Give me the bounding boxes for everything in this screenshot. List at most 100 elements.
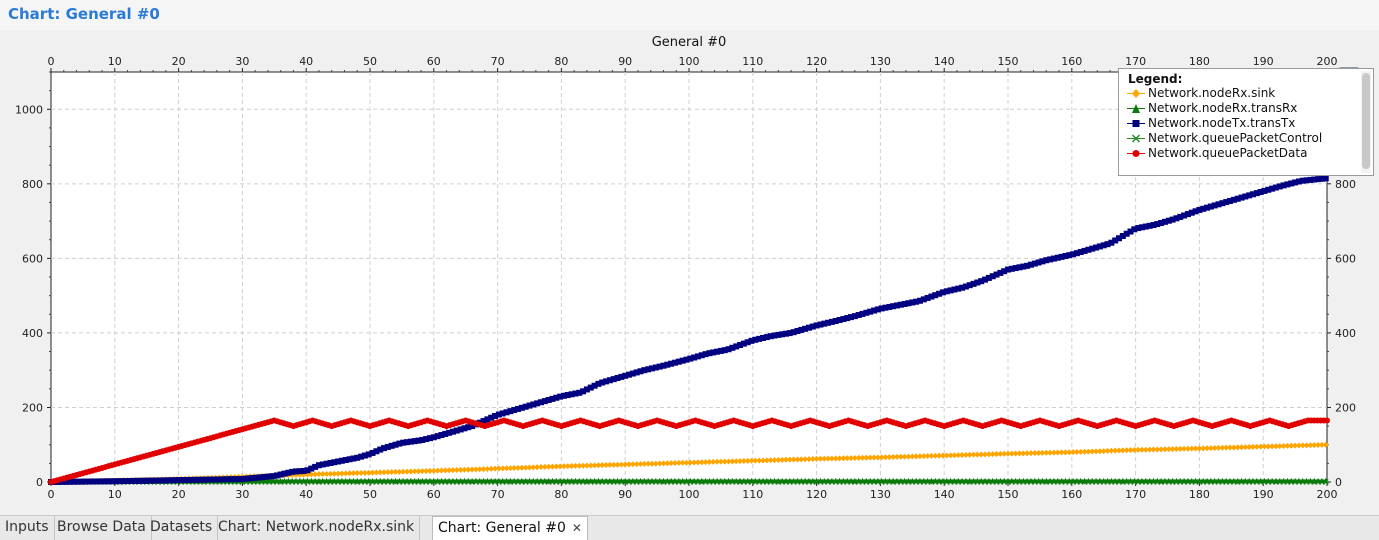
x-tick-label-bottom: 200 <box>1317 488 1338 501</box>
series-marker <box>1100 242 1107 249</box>
series-marker <box>1318 441 1325 448</box>
tab-browse-data[interactable]: Browse Data <box>52 516 152 540</box>
x-tick-label-bottom: 80 <box>554 488 568 501</box>
series-marker <box>580 462 587 469</box>
series-marker <box>1073 250 1080 257</box>
series-marker <box>1295 178 1302 185</box>
tab-datasets[interactable]: Datasets <box>145 516 219 540</box>
series-marker <box>534 464 541 471</box>
series-marker <box>1211 445 1218 452</box>
series-marker <box>1215 201 1222 208</box>
series-marker <box>1073 477 1080 484</box>
series-marker <box>909 477 916 484</box>
series-marker <box>227 476 234 483</box>
series-marker <box>970 451 977 458</box>
series-marker <box>863 454 870 461</box>
series-marker <box>304 477 311 484</box>
square-marker-icon <box>1127 120 1145 127</box>
series-marker <box>1219 200 1226 207</box>
x-tick-label-top: 160 <box>1061 55 1082 68</box>
series-marker <box>871 307 878 314</box>
series-marker <box>916 477 923 484</box>
series-marker <box>706 477 713 484</box>
series-marker <box>90 478 97 485</box>
series-marker <box>851 454 858 461</box>
series-marker <box>312 463 319 470</box>
series-marker <box>985 451 992 458</box>
series-marker <box>515 464 522 471</box>
series-marker <box>932 292 939 299</box>
legend-scrollbar[interactable] <box>1361 71 1371 173</box>
series-marker <box>1246 192 1253 199</box>
tab-chart-nodeRx-sink[interactable]: Chart: Network.nodeRx.sink <box>213 516 421 540</box>
series-marker <box>1280 182 1287 189</box>
series-marker <box>67 478 74 485</box>
series-marker <box>813 322 820 329</box>
series-marker <box>277 477 284 484</box>
series-marker <box>109 478 116 485</box>
series-marker <box>997 450 1004 457</box>
series-marker <box>660 477 667 484</box>
series-marker <box>951 286 958 293</box>
series-marker <box>652 460 659 467</box>
series-marker <box>982 477 989 484</box>
series-marker <box>928 477 935 484</box>
series-marker <box>1158 219 1165 226</box>
series-marker <box>1246 477 1253 484</box>
legend-scrollbar-thumb[interactable] <box>1362 73 1370 169</box>
series-marker <box>212 476 219 483</box>
series-marker <box>507 465 514 472</box>
series-marker <box>802 325 809 332</box>
close-icon[interactable]: ✕ <box>571 521 582 535</box>
series-marker <box>802 456 809 463</box>
series-marker <box>449 428 456 435</box>
series-marker <box>863 309 870 316</box>
series-marker <box>756 335 763 342</box>
series-marker <box>978 278 985 285</box>
series-marker <box>882 454 889 461</box>
series-marker <box>484 477 491 484</box>
series-marker <box>1001 477 1008 484</box>
series-marker <box>216 476 223 483</box>
series-marker <box>606 461 613 468</box>
series-marker <box>656 460 663 467</box>
series-marker <box>358 477 365 484</box>
series-marker <box>388 469 395 476</box>
series-marker <box>855 477 862 484</box>
series-marker <box>867 454 874 461</box>
series-marker <box>560 392 567 399</box>
series-marker <box>1108 239 1115 246</box>
series-marker <box>955 477 962 484</box>
tab-inputs[interactable]: Inputs <box>0 516 55 540</box>
series-marker <box>737 477 744 484</box>
series-marker <box>1119 233 1126 239</box>
series-marker <box>790 329 797 336</box>
series-marker <box>771 332 778 339</box>
series-marker <box>702 477 709 484</box>
series-marker <box>893 302 900 309</box>
series-marker <box>1238 444 1245 451</box>
series-marker <box>710 349 717 356</box>
series-marker <box>683 459 690 466</box>
series-marker <box>541 398 548 405</box>
cross-marker-icon <box>1127 134 1145 143</box>
series-marker <box>411 468 418 475</box>
series-marker <box>1108 447 1115 454</box>
tab-chart-general[interactable]: Chart: General #0 ✕ <box>432 516 588 540</box>
x-tick-label-top: 120 <box>806 55 827 68</box>
series-marker <box>1112 447 1119 454</box>
series-marker <box>465 424 472 431</box>
series-marker <box>675 459 682 466</box>
series-marker <box>1031 260 1038 267</box>
series-marker <box>1200 205 1207 212</box>
series-marker <box>572 462 579 469</box>
series-marker <box>1035 449 1042 456</box>
series-marker <box>449 477 456 484</box>
series-marker <box>323 470 330 477</box>
series-marker <box>1127 447 1134 454</box>
series-marker <box>197 476 204 483</box>
series-marker <box>1276 443 1283 450</box>
series-marker <box>702 351 709 358</box>
triangle-marker-icon <box>1127 104 1145 113</box>
y-tick-label-left: 1000 <box>15 103 43 116</box>
